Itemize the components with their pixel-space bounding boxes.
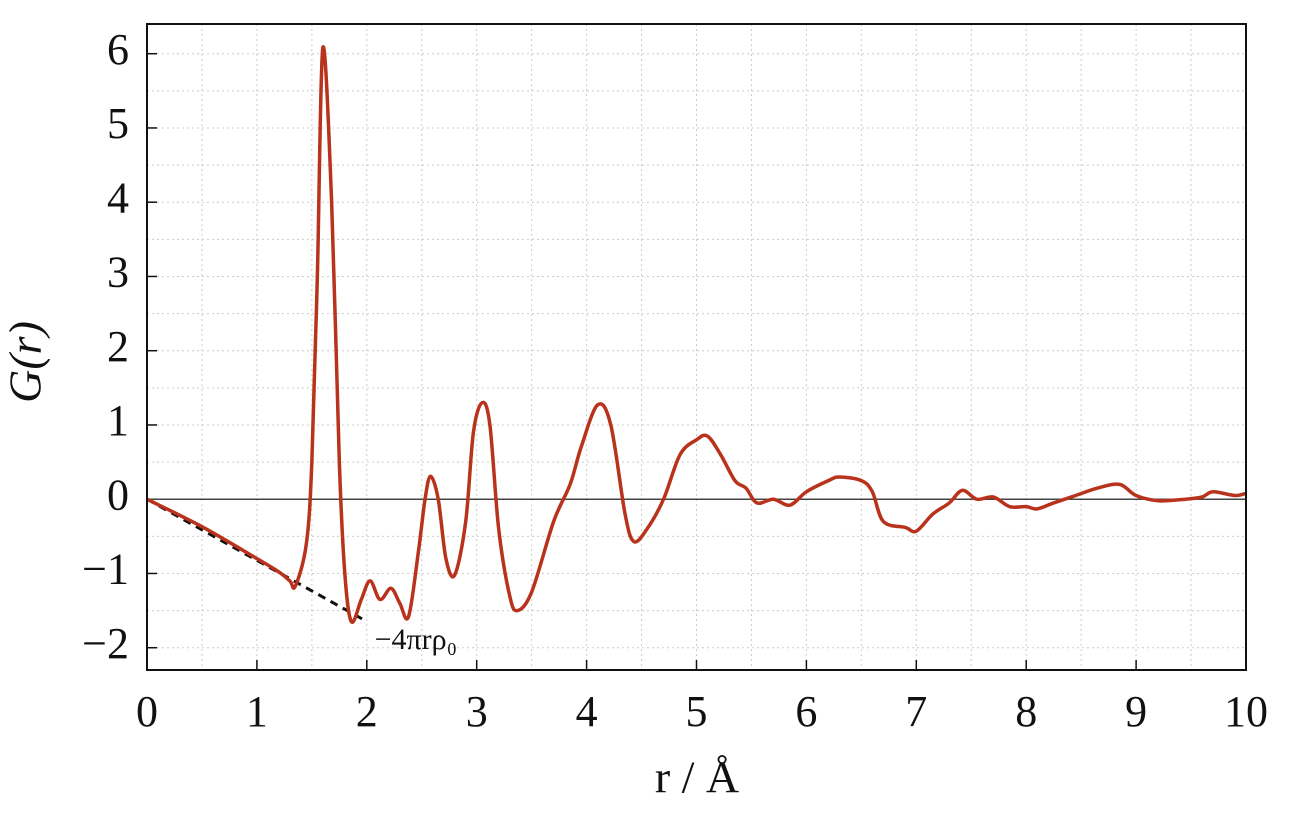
y-tick-label: 1 [107,396,129,445]
x-tick-label: 9 [1125,687,1147,736]
x-tick-label: 3 [466,687,488,736]
y-tick-label: 6 [107,25,129,74]
x-tick-label: 8 [1015,687,1037,736]
x-tick-label: 6 [795,687,817,736]
y-tick-label: 2 [107,322,129,371]
reference-label: −4πrρ₀ [375,623,458,656]
y-tick-label: 4 [107,173,129,222]
y-axis-label: G(r) [0,321,51,403]
x-tick-label: 5 [686,687,708,736]
x-tick-label: 7 [905,687,927,736]
x-tick-label: 10 [1224,687,1268,736]
y-tick-label: 0 [107,470,129,519]
y-tick-label: −2 [82,619,129,668]
x-tick-label: 1 [246,687,268,736]
x-tick-label: 4 [576,687,598,736]
x-tick-label: 2 [356,687,378,736]
y-tick-label: 3 [107,248,129,297]
y-tick-label: −1 [82,545,129,594]
x-tick-label: 0 [136,687,158,736]
y-tick-label: 5 [107,99,129,148]
plot-frame [146,23,1247,671]
data-line [146,44,1247,625]
x-axis-label: r / Å [655,752,739,803]
